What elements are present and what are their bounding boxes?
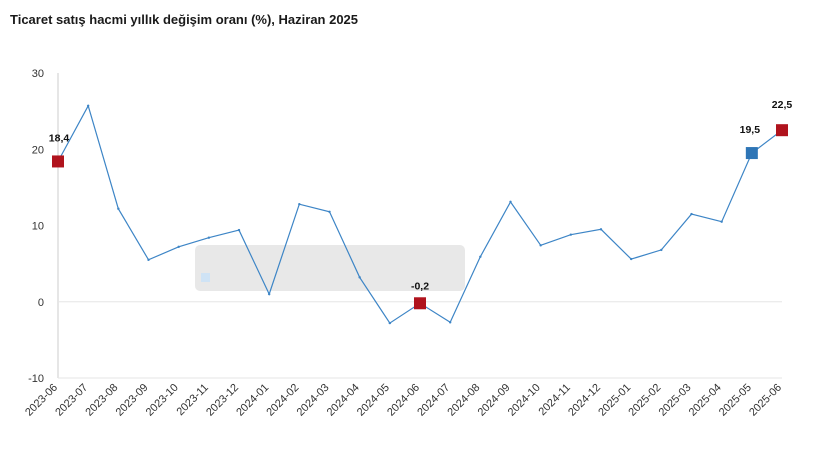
tooltip-swatch bbox=[201, 273, 210, 282]
highlight-marker bbox=[776, 124, 788, 137]
x-tick-label: 2024-08 bbox=[445, 382, 482, 419]
x-tick-label: 2024-06 bbox=[385, 382, 422, 419]
x-tick-label: 2024-12 bbox=[566, 382, 603, 419]
x-tick-label: 2023-07 bbox=[53, 382, 90, 419]
data-point bbox=[629, 257, 633, 261]
data-label: -0,2 bbox=[411, 280, 429, 292]
data-point bbox=[328, 210, 331, 213]
x-tick-label: 2025-02 bbox=[626, 382, 663, 419]
x-tick-label: 2024-04 bbox=[325, 382, 362, 419]
x-tick-label: 2025-04 bbox=[687, 382, 724, 419]
highlight-marker bbox=[52, 155, 64, 168]
y-tick-label: 0 bbox=[38, 297, 44, 309]
highlight-marker bbox=[414, 297, 426, 310]
data-point bbox=[298, 202, 301, 206]
data-label: 19,5 bbox=[740, 124, 761, 136]
data-point bbox=[207, 236, 211, 239]
data-point bbox=[569, 233, 573, 236]
x-tick-label: 2023-09 bbox=[114, 382, 151, 419]
y-tick-label: 30 bbox=[32, 68, 44, 80]
data-point bbox=[539, 244, 542, 247]
data-point bbox=[86, 104, 90, 107]
data-point bbox=[237, 228, 241, 232]
data-labels: 18,4 -0,2 19,5 22,5 bbox=[49, 99, 793, 292]
data-point bbox=[117, 207, 120, 210]
data-label: 22,5 bbox=[772, 99, 793, 111]
y-tick-label: -10 bbox=[28, 373, 44, 385]
data-point bbox=[358, 276, 361, 279]
x-tick-label: 2025-01 bbox=[596, 382, 633, 419]
data-point bbox=[147, 258, 150, 262]
y-tick-label: 20 bbox=[32, 144, 44, 156]
data-point bbox=[509, 200, 512, 204]
data-point bbox=[599, 228, 603, 231]
x-tick-label: 2025-06 bbox=[747, 382, 784, 419]
x-tick-label: 2024-07 bbox=[415, 382, 452, 419]
data-point bbox=[660, 248, 663, 252]
data-point bbox=[720, 220, 723, 223]
x-tick-label: 2023-12 bbox=[204, 382, 241, 419]
x-tick-label: 2023-06 bbox=[23, 382, 60, 419]
x-tick-label: 2024-05 bbox=[355, 382, 392, 419]
data-point bbox=[177, 245, 180, 249]
x-tick-label: 2023-10 bbox=[144, 382, 181, 419]
data-point bbox=[479, 255, 482, 258]
data-label: 18,4 bbox=[49, 132, 70, 144]
x-tick-label: 2025-05 bbox=[717, 382, 754, 419]
x-tick-label: 2025-03 bbox=[657, 382, 694, 419]
x-tick-label: 2024-10 bbox=[506, 382, 543, 419]
highlight-markers bbox=[52, 124, 788, 310]
x-tick-label: 2024-09 bbox=[476, 382, 513, 419]
data-point bbox=[267, 292, 271, 296]
axes: -1001020302023-062023-072023-082023-0920… bbox=[23, 68, 784, 419]
data-point bbox=[690, 212, 693, 216]
x-tick-label: 2024-03 bbox=[295, 382, 332, 419]
highlight-marker bbox=[745, 147, 758, 160]
data-point bbox=[448, 321, 452, 324]
data-point bbox=[388, 321, 392, 325]
x-tick-label: 2023-08 bbox=[83, 382, 120, 419]
chart-title: Ticaret satış hacmi yıllık değişim oranı… bbox=[10, 12, 359, 27]
x-tick-label: 2024-01 bbox=[234, 382, 271, 419]
x-tick-label: 2024-02 bbox=[264, 382, 301, 419]
y-tick-label: 10 bbox=[32, 221, 44, 233]
